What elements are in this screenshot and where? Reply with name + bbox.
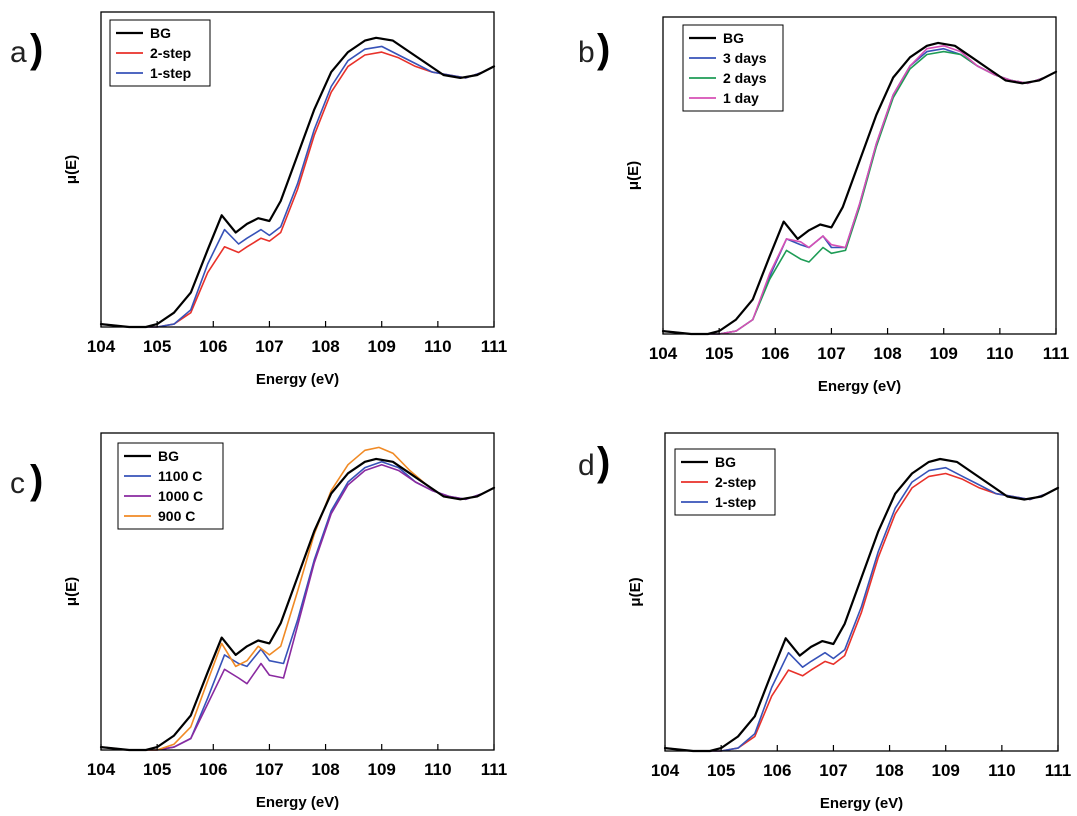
x-tick-label: 109 xyxy=(368,760,396,779)
chart-panel-b: b) 104 105 106 107 108 109 110 111 Energy (eV) μ(E… xyxy=(578,16,1070,395)
series-line-1-step xyxy=(664,466,1059,752)
legend-label: BG xyxy=(150,25,171,41)
x-tick-label: 110 xyxy=(986,344,1013,363)
x-tick-label: 107 xyxy=(819,761,847,780)
chart-panel-c: c) 104 105 106 107 108 109 110 111 Energy (eV) μ(E… xyxy=(10,432,508,811)
x-tick-label: 104 xyxy=(651,761,680,780)
x-tick-label: 111 xyxy=(1045,761,1072,780)
x-axis-title: Energy (eV) xyxy=(818,378,901,395)
legend-label: 1000 C xyxy=(158,488,203,504)
x-tick-label: 107 xyxy=(255,760,283,779)
legend: BG 3 days 2 days 1 day xyxy=(682,24,784,112)
y-axis-title: μ(E) xyxy=(63,155,80,184)
x-tick-label: 109 xyxy=(930,344,958,363)
plot-frame xyxy=(100,11,495,328)
legend-box xyxy=(109,19,211,87)
x-tick-label: 106 xyxy=(199,760,227,779)
chart-panel-a: a) 104 105 106 107 108 109 110 111 Energy (eV) μ(E… xyxy=(10,11,508,388)
plot-frame xyxy=(100,432,495,751)
x-tick-label: 111 xyxy=(481,760,508,779)
x-tick-label: 106 xyxy=(199,337,227,356)
legend-label: 2-step xyxy=(715,474,756,490)
x-tick-label: 107 xyxy=(255,337,283,356)
plot-frame xyxy=(664,432,1059,752)
legend-label: 2 days xyxy=(723,70,767,86)
legend-label: 1100 C xyxy=(158,468,202,484)
panel-label-paren: ) xyxy=(597,440,610,484)
x-tick-label: 105 xyxy=(143,337,171,356)
x-tick-label: 104 xyxy=(649,344,678,363)
series-line-1000-c xyxy=(100,463,495,751)
plot-frame xyxy=(662,16,1057,335)
x-tick-label: 111 xyxy=(1043,344,1070,363)
x-tick-label: 110 xyxy=(424,760,451,779)
x-tick-label: 108 xyxy=(873,344,901,363)
x-tick-label: 109 xyxy=(932,761,960,780)
legend: BG 2-step 1-step xyxy=(674,448,776,516)
y-axis-title: μ(E) xyxy=(625,161,642,190)
y-axis-title: μ(E) xyxy=(627,577,644,606)
x-tick-label: 109 xyxy=(368,337,396,356)
legend-label: 1 day xyxy=(723,90,759,106)
x-tick-label: 108 xyxy=(311,337,339,356)
x-tick-label: 110 xyxy=(424,337,451,356)
series-line-bg xyxy=(99,36,496,329)
panel-label-paren: ) xyxy=(597,27,610,71)
x-tick-label: 106 xyxy=(761,344,789,363)
x-tick-label: 105 xyxy=(143,760,171,779)
x-axis-title: Energy (eV) xyxy=(256,794,339,811)
x-tick-label: 111 xyxy=(481,337,508,356)
legend-label: 1-step xyxy=(715,494,756,510)
x-tick-label: 108 xyxy=(311,760,339,779)
x-tick-label: 108 xyxy=(875,761,903,780)
panel-label-paren: ) xyxy=(30,458,43,502)
panel-label: a xyxy=(10,36,27,69)
series-line-1-step xyxy=(100,45,495,328)
legend-label: BG xyxy=(715,454,736,470)
panel-label: c xyxy=(10,467,25,500)
series-line-1-day xyxy=(662,44,1057,335)
x-tick-label: 110 xyxy=(988,761,1015,780)
x-tick-label: 105 xyxy=(705,344,733,363)
legend-label: BG xyxy=(158,448,179,464)
series-line-bg xyxy=(99,457,496,752)
series-line-bg xyxy=(661,41,1058,336)
legend: BG 2-step 1-step xyxy=(109,19,211,87)
legend-label: 2-step xyxy=(150,45,191,61)
x-axis-title: Energy (eV) xyxy=(256,371,339,388)
x-tick-label: 105 xyxy=(707,761,735,780)
panel-label: b xyxy=(578,36,595,69)
legend-label: BG xyxy=(723,30,744,46)
legend-label: 3 days xyxy=(723,50,767,66)
legend-box xyxy=(682,24,784,112)
x-tick-label: 104 xyxy=(87,337,116,356)
legend-box xyxy=(117,442,224,530)
x-axis-title: Energy (eV) xyxy=(820,795,903,812)
series-line-bg xyxy=(663,457,1060,753)
panel-label: d xyxy=(578,449,595,482)
x-tick-label: 107 xyxy=(817,344,845,363)
legend: BG 1100 C 1000 C 900 C xyxy=(117,442,224,530)
legend-label: 1-step xyxy=(150,65,191,81)
series-line-2-step xyxy=(100,51,495,328)
x-tick-label: 106 xyxy=(763,761,791,780)
legend-label: 900 C xyxy=(158,508,195,524)
panel-label-paren: ) xyxy=(30,27,43,71)
y-axis-title: μ(E) xyxy=(63,577,80,606)
x-tick-label: 104 xyxy=(87,760,116,779)
chart-panel-d: d) 104 105 106 107 108 109 110 111 Energy (eV) μ(E… xyxy=(578,432,1072,812)
